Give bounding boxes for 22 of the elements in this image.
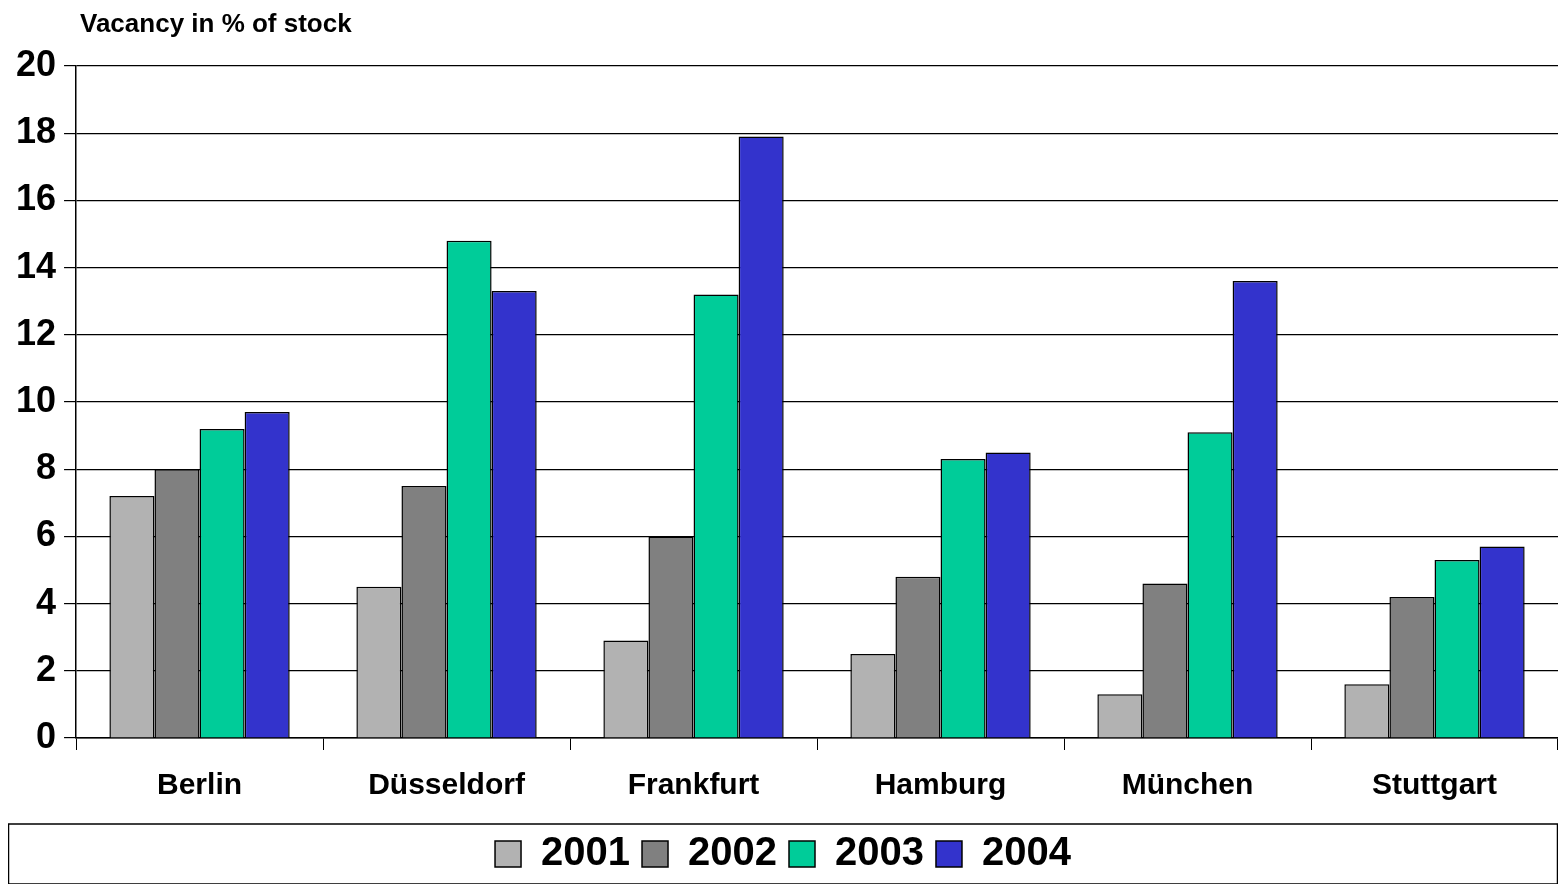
y-tick-label: 18	[16, 110, 57, 152]
y-tick-label: 10	[16, 378, 57, 420]
x-tick-label: Hamburg	[874, 767, 1007, 801]
y-tick-label: 16	[16, 177, 57, 219]
x-tick-label: Stuttgart	[1372, 767, 1497, 801]
x-tick-label: Düsseldorf	[368, 767, 526, 801]
y-axis-title: Vacancy in % of stock	[80, 8, 353, 39]
y-tick-label: 6	[36, 513, 57, 555]
y-tick-label: 4	[36, 580, 57, 622]
y-tick-label: 12	[16, 311, 57, 353]
y-tick-label: 0	[36, 714, 57, 756]
legend-label: 2002	[688, 829, 777, 874]
x-tick-label: Frankfurt	[627, 767, 760, 801]
x-tick-label: München	[1121, 767, 1254, 801]
legend-label: 2004	[981, 829, 1072, 874]
y-tick-label: 14	[16, 244, 57, 286]
y-tick-label: 8	[36, 446, 57, 488]
legend-label: 2003	[835, 829, 924, 874]
legend-label: 2001	[541, 829, 631, 874]
y-tick-label: 20	[16, 42, 57, 84]
x-tick-label: Berlin	[157, 767, 243, 801]
y-tick-label: 2	[36, 647, 57, 689]
